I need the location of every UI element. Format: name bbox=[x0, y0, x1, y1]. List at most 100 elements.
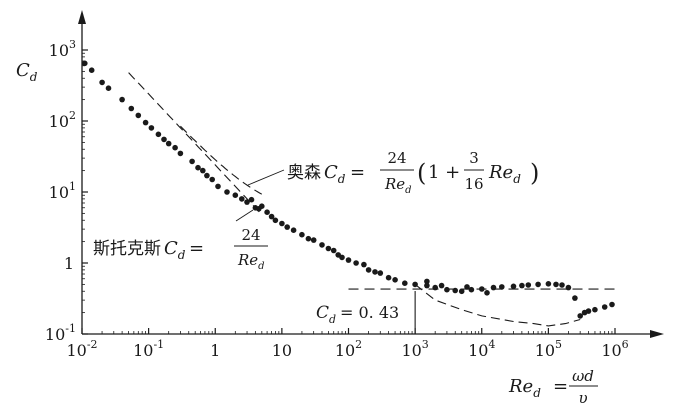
data-point bbox=[464, 284, 470, 290]
x-tick-label: 105 bbox=[535, 338, 562, 360]
svg-text:24: 24 bbox=[241, 226, 260, 244]
data-point bbox=[609, 301, 615, 308]
stokes-annotation: 斯托克斯 Cd = 24 Red bbox=[93, 226, 268, 272]
y-axis-label: Cd bbox=[16, 60, 38, 84]
data-point bbox=[565, 284, 572, 291]
data-point bbox=[353, 260, 359, 266]
x-tick-label: 10-2 bbox=[66, 338, 97, 360]
data-point bbox=[519, 282, 525, 289]
svg-text:16: 16 bbox=[464, 175, 483, 193]
svg-text:= 0. 43: = 0. 43 bbox=[340, 303, 399, 322]
data-point bbox=[510, 283, 517, 290]
data-point bbox=[424, 282, 430, 289]
x-tick-label: 102 bbox=[335, 338, 362, 360]
data-point bbox=[105, 85, 112, 91]
data-point bbox=[128, 105, 135, 112]
data-point bbox=[438, 282, 445, 289]
data-point bbox=[412, 281, 418, 288]
x-tick-label: 106 bbox=[601, 338, 628, 360]
data-point bbox=[200, 167, 206, 174]
y-tick-label: 103 bbox=[49, 38, 76, 60]
y-tick-label: 101 bbox=[49, 180, 76, 202]
svg-text:Red: Red bbox=[508, 376, 541, 400]
svg-text:ωd: ωd bbox=[572, 367, 594, 385]
data-point bbox=[259, 203, 265, 209]
svg-text:Red: Red bbox=[488, 162, 521, 186]
data-point bbox=[82, 60, 88, 67]
svg-text:奥森: 奥森 bbox=[287, 163, 321, 183]
data-points bbox=[82, 60, 615, 319]
oseen-leader-line bbox=[247, 169, 285, 186]
svg-text:): ) bbox=[530, 159, 539, 187]
stokes-leader-line bbox=[235, 209, 254, 222]
data-point bbox=[305, 235, 312, 242]
data-point bbox=[189, 158, 195, 165]
data-point bbox=[264, 209, 270, 215]
svg-text:Red: Red bbox=[237, 251, 265, 272]
data-point bbox=[209, 176, 215, 183]
data-point bbox=[559, 282, 565, 288]
data-point bbox=[444, 286, 450, 293]
svg-text:υ: υ bbox=[578, 389, 587, 407]
data-point bbox=[319, 242, 325, 248]
data-point bbox=[248, 196, 255, 203]
data-point bbox=[135, 112, 142, 119]
svg-text:=: = bbox=[553, 376, 568, 397]
data-point bbox=[161, 136, 167, 143]
data-point bbox=[392, 277, 398, 283]
cd-constant-annotation: Cd = 0. 43 bbox=[316, 303, 399, 326]
x-tick-label: 104 bbox=[468, 338, 495, 360]
y-ticks: 10-1 1 101 102 103 bbox=[45, 38, 88, 344]
data-point bbox=[290, 227, 297, 233]
data-point bbox=[119, 96, 125, 103]
data-point bbox=[525, 282, 532, 288]
data-point bbox=[468, 286, 475, 293]
data-point bbox=[535, 281, 541, 288]
data-point bbox=[458, 288, 465, 295]
data-point bbox=[148, 125, 155, 131]
svg-text:=: = bbox=[189, 238, 204, 259]
svg-text:24: 24 bbox=[387, 149, 406, 167]
y-tick-label: 10-1 bbox=[45, 322, 76, 344]
data-point bbox=[377, 270, 384, 276]
x-tick-label: 1 bbox=[210, 341, 220, 360]
measured-curve bbox=[414, 283, 581, 327]
data-point bbox=[279, 220, 285, 227]
data-point bbox=[572, 295, 578, 301]
data-point bbox=[268, 213, 275, 220]
data-point bbox=[490, 284, 497, 291]
data-point bbox=[424, 278, 430, 285]
data-point bbox=[499, 284, 505, 290]
data-point bbox=[402, 280, 408, 287]
data-point bbox=[577, 313, 583, 319]
data-point bbox=[172, 144, 178, 151]
data-point bbox=[585, 308, 592, 314]
data-point bbox=[215, 183, 221, 190]
svg-text:Cd: Cd bbox=[324, 162, 346, 186]
svg-text:斯托克斯: 斯托克斯 bbox=[93, 239, 161, 259]
data-point bbox=[88, 67, 95, 73]
svg-text:Cd: Cd bbox=[316, 303, 336, 326]
data-point bbox=[372, 269, 378, 275]
data-point bbox=[165, 140, 172, 147]
data-point bbox=[272, 217, 279, 224]
data-point bbox=[244, 199, 250, 205]
data-point bbox=[365, 267, 372, 273]
x-ticks: 10-2 10-1 1 10 102 103 104 105 106 bbox=[66, 328, 629, 360]
data-point bbox=[601, 304, 608, 310]
data-point bbox=[345, 257, 352, 263]
x-tick-label: 10 bbox=[272, 341, 292, 360]
data-point bbox=[452, 287, 459, 294]
x-tick-label: 103 bbox=[401, 338, 428, 360]
data-point bbox=[224, 189, 230, 195]
oseen-curve bbox=[180, 125, 263, 195]
data-point bbox=[239, 196, 245, 202]
data-point bbox=[479, 286, 485, 292]
x-axis-arrowhead bbox=[650, 330, 664, 338]
oseen-annotation: 奥森 Cd = 24 Red ( 1 + 3 16 Red ) bbox=[287, 149, 539, 196]
data-point bbox=[592, 306, 598, 313]
x-axis-label: Red = ωd υ bbox=[508, 367, 598, 407]
data-point bbox=[142, 119, 149, 126]
svg-text:3: 3 bbox=[469, 149, 479, 167]
